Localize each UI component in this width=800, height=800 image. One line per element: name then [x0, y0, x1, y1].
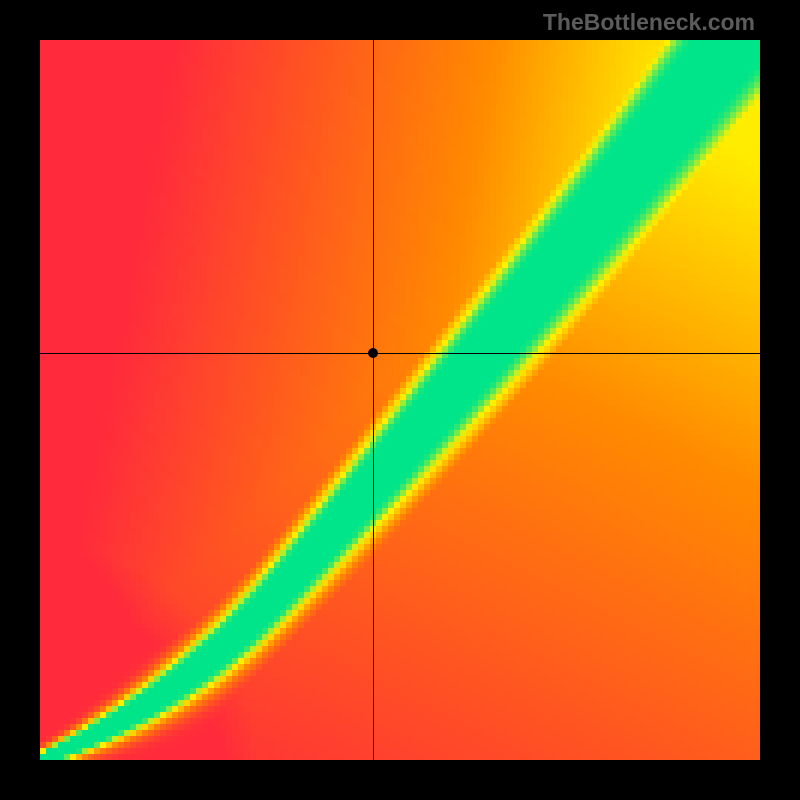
watermark-text: TheBottleneck.com — [543, 9, 755, 36]
heatmap-plot-area — [40, 40, 760, 760]
bottleneck-heatmap — [40, 40, 760, 760]
chart-frame: TheBottleneck.com — [0, 0, 800, 800]
